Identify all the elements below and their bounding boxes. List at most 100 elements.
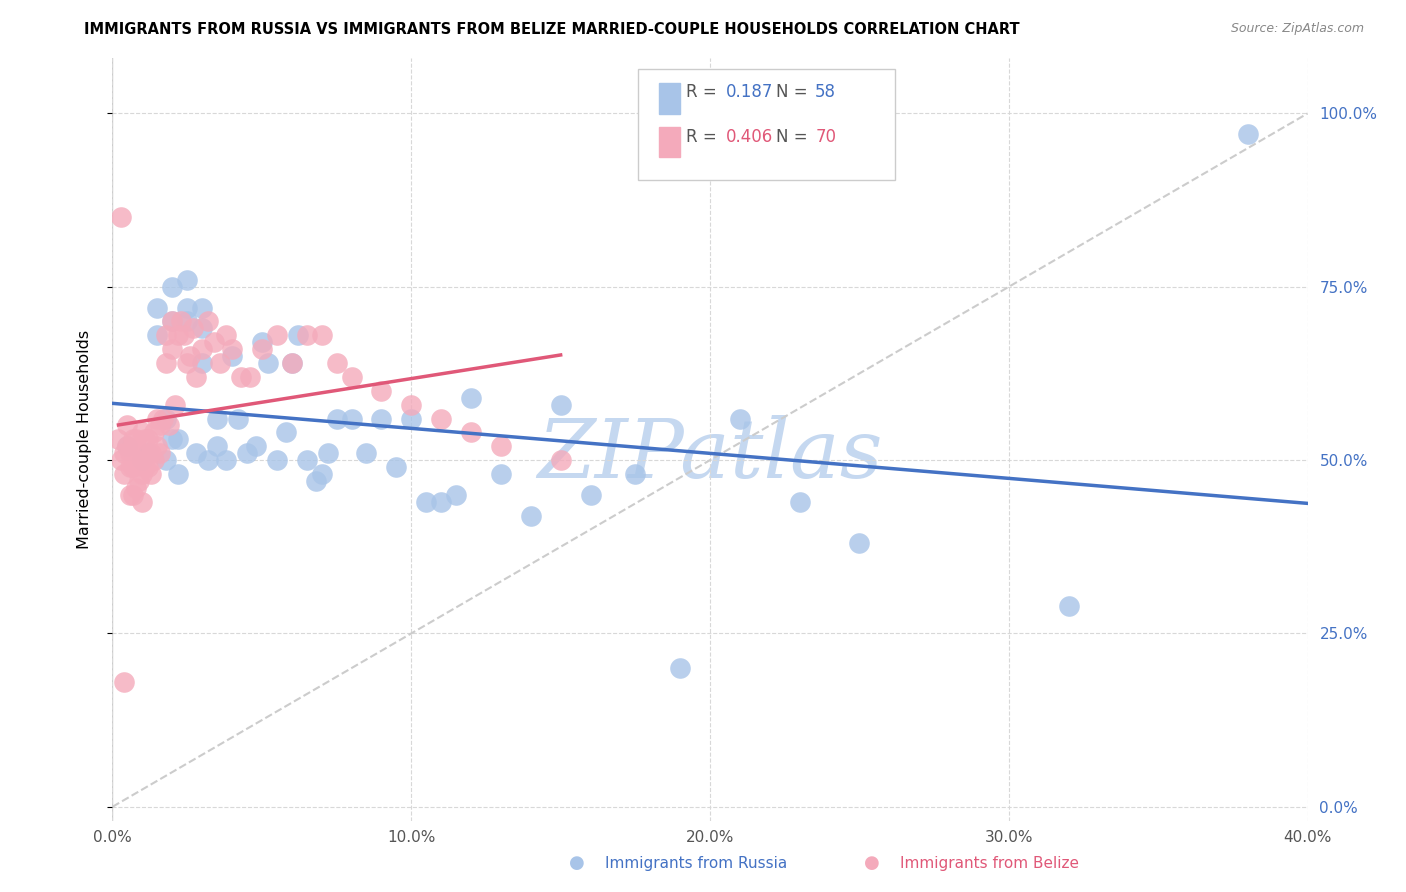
Text: Immigrants from Belize: Immigrants from Belize <box>900 856 1078 871</box>
Point <box>131 446 153 460</box>
Text: 58: 58 <box>815 83 837 102</box>
Point <box>257 356 280 370</box>
Point <box>250 342 273 356</box>
Point <box>202 335 225 350</box>
Point <box>316 446 339 460</box>
Point <box>311 328 333 343</box>
Point <box>305 474 328 488</box>
Point <box>114 467 135 481</box>
Text: N =: N = <box>776 83 813 102</box>
FancyBboxPatch shape <box>638 70 896 180</box>
Point <box>1057 599 1080 613</box>
Point <box>191 321 214 335</box>
Point <box>162 314 183 328</box>
Point <box>550 453 572 467</box>
Point <box>191 301 214 315</box>
Point <box>167 433 190 447</box>
Text: ●: ● <box>568 855 585 872</box>
Point <box>221 342 243 356</box>
Point <box>221 349 243 363</box>
Point <box>281 356 304 370</box>
Point <box>155 328 177 343</box>
Point <box>245 439 267 453</box>
Point <box>401 411 423 425</box>
Point <box>134 460 156 475</box>
Point <box>197 453 219 467</box>
Point <box>205 411 228 425</box>
Point <box>186 370 208 384</box>
Point <box>114 675 135 690</box>
Point <box>146 328 169 343</box>
Point <box>173 328 195 343</box>
Point <box>120 446 142 460</box>
Point <box>295 328 318 343</box>
Point <box>274 425 297 440</box>
Point <box>110 453 132 467</box>
Text: R =: R = <box>686 83 723 102</box>
Point <box>131 467 153 481</box>
Point <box>149 446 172 460</box>
Point <box>162 280 183 294</box>
Point <box>295 453 318 467</box>
Text: 0.406: 0.406 <box>725 128 773 145</box>
Point <box>125 433 148 447</box>
Point <box>401 398 423 412</box>
Point <box>167 328 190 343</box>
Point <box>191 342 214 356</box>
Point <box>120 488 142 502</box>
Point <box>141 467 163 481</box>
Point <box>157 418 180 433</box>
Text: R =: R = <box>686 128 723 145</box>
Point <box>415 494 437 508</box>
Point <box>370 384 392 398</box>
Point <box>143 453 166 467</box>
Point <box>340 370 363 384</box>
Text: ZIPatlas: ZIPatlas <box>537 415 883 494</box>
Point <box>311 467 333 481</box>
Point <box>266 453 288 467</box>
Text: 0.187: 0.187 <box>725 83 773 102</box>
Point <box>131 425 153 440</box>
Point <box>110 211 132 225</box>
Point <box>143 425 166 440</box>
Point <box>266 328 288 343</box>
Point <box>1237 127 1260 141</box>
Point <box>117 439 139 453</box>
Point <box>131 453 153 467</box>
Point <box>205 439 228 453</box>
Point <box>460 425 482 440</box>
Point <box>149 418 172 433</box>
Point <box>444 488 467 502</box>
Point <box>181 321 204 335</box>
Point <box>138 433 160 447</box>
Point <box>430 411 453 425</box>
Point <box>385 460 408 475</box>
Point <box>250 335 273 350</box>
Point <box>430 494 453 508</box>
Text: N =: N = <box>776 128 813 145</box>
Point <box>176 314 198 328</box>
Point <box>728 411 751 425</box>
Text: 70: 70 <box>815 128 837 145</box>
Point <box>155 453 177 467</box>
Text: ●: ● <box>863 855 880 872</box>
Point <box>128 474 150 488</box>
Point <box>167 467 190 481</box>
Point <box>146 301 169 315</box>
Point <box>117 418 139 433</box>
Point <box>138 446 160 460</box>
Point <box>179 349 201 363</box>
Point <box>848 536 870 550</box>
Point <box>325 356 347 370</box>
Point <box>356 446 378 460</box>
Point <box>131 494 153 508</box>
Point <box>370 411 392 425</box>
Point <box>520 508 543 523</box>
Point <box>107 433 129 447</box>
Point <box>191 356 214 370</box>
Point <box>165 398 187 412</box>
Point <box>117 439 139 453</box>
Point <box>489 439 512 453</box>
Point <box>120 460 142 475</box>
Point <box>209 356 232 370</box>
